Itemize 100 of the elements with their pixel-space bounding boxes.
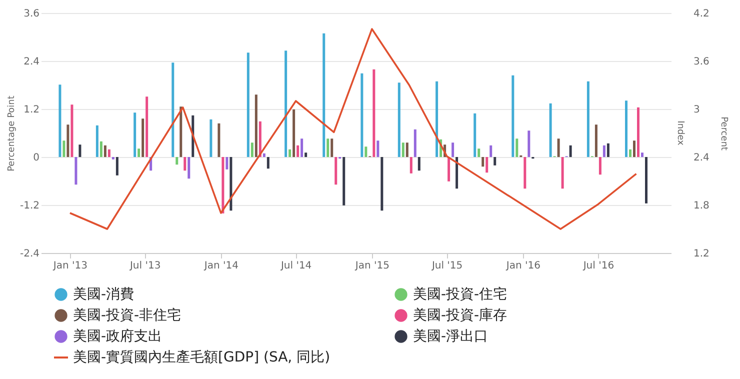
bar [448, 157, 450, 182]
y2-tick-label: 3 [694, 104, 700, 116]
bar [218, 123, 220, 157]
bar [376, 140, 380, 157]
bar [380, 157, 384, 211]
bar [482, 157, 484, 167]
bar [266, 157, 270, 169]
bar [258, 121, 262, 157]
bar [230, 157, 232, 211]
bar [70, 104, 74, 157]
bar [210, 119, 212, 157]
bar [96, 125, 98, 157]
bar [58, 84, 62, 157]
bar [494, 157, 496, 166]
y2-tick-label: 2.4 [694, 152, 710, 164]
bar [116, 157, 118, 176]
bar [342, 157, 346, 206]
legend-label: 美國-實質國內生產毛額[GDP] (SA, 同比) [73, 350, 330, 366]
x-tick-label: Jul '16 [582, 260, 614, 272]
bar [104, 145, 106, 157]
x-tick-label: Jul '14 [280, 260, 312, 272]
bar [436, 81, 438, 157]
x-tick-label: Jan '16 [505, 260, 540, 272]
bar [100, 141, 102, 157]
bar [322, 33, 326, 157]
bar [134, 112, 136, 157]
bar [262, 153, 266, 157]
bar [364, 146, 368, 157]
legend-label: 美國-投資-住宅 [413, 286, 508, 302]
bar [138, 148, 140, 157]
bar [326, 138, 330, 157]
bar [406, 142, 408, 157]
bar [557, 138, 560, 157]
bar [586, 81, 590, 157]
legend-label: 美國-投資-非住宅 [73, 308, 182, 324]
bar [222, 157, 224, 214]
bar [524, 157, 526, 189]
bar [602, 145, 606, 157]
y-tick-label: -2.4 [20, 248, 40, 260]
bar [645, 157, 648, 204]
y-tick-label: 2.4 [24, 56, 40, 68]
bar [300, 138, 304, 157]
bar [637, 107, 640, 157]
legend-label: 美國-投資-庫存 [413, 308, 508, 324]
bar [598, 157, 602, 175]
bar [74, 157, 78, 185]
bar [372, 69, 376, 157]
bar [456, 157, 458, 189]
bar [486, 157, 488, 173]
bar [226, 157, 228, 170]
bar [146, 96, 148, 157]
bar [184, 157, 186, 171]
bar [246, 52, 250, 157]
y-tick-label: 1.2 [24, 104, 40, 116]
bar [625, 100, 628, 157]
bar [250, 142, 254, 157]
bar [512, 75, 514, 157]
bar [62, 140, 66, 157]
bar [418, 157, 420, 171]
bar [606, 143, 610, 157]
bar [334, 157, 338, 185]
x-tick-label: Jul '15 [430, 260, 463, 272]
bar [304, 152, 308, 157]
x-tick-label: Jan '14 [203, 260, 238, 272]
bar [402, 142, 404, 157]
bar [172, 62, 174, 157]
bar [549, 103, 552, 157]
bar [594, 124, 598, 157]
y-tick-label: 3.6 [24, 8, 40, 20]
bar [180, 106, 182, 157]
x-tick-label: Jan '13 [52, 260, 88, 272]
y-axis-title: Percentage Point [6, 95, 17, 172]
bar [360, 73, 364, 157]
bar [474, 113, 476, 157]
bar [398, 82, 400, 157]
bar [410, 157, 412, 174]
y2-tick-label: 1.8 [694, 200, 710, 212]
bar [641, 152, 644, 157]
bar [78, 144, 82, 157]
bar [288, 149, 292, 157]
bar [108, 149, 110, 157]
legend-label: 美國-政府支出 [73, 328, 162, 344]
y2-tick-label: 1.2 [694, 248, 710, 260]
x-tick-label: Jan '15 [354, 260, 390, 272]
bar [296, 145, 300, 157]
bar [142, 118, 144, 157]
x-tick-label: Jul '13 [128, 260, 161, 272]
bar [490, 145, 492, 157]
y2-tick-label: 3.6 [694, 56, 710, 68]
bar [330, 138, 334, 157]
bar [292, 109, 296, 157]
bar [66, 124, 70, 157]
bar [561, 157, 564, 189]
bar [528, 130, 530, 157]
bar [414, 129, 416, 157]
legend-label: 美國-消費 [73, 286, 134, 302]
y-tick-label: 0 [33, 152, 40, 164]
line-series [69, 28, 638, 230]
bar [254, 94, 258, 157]
bar [516, 138, 518, 157]
